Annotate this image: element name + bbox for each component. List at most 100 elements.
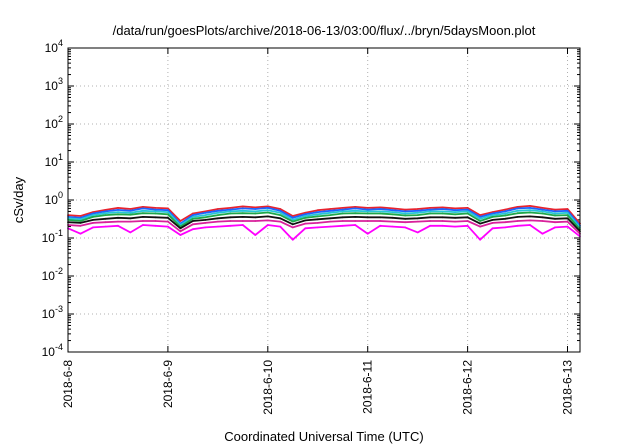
data-point <box>416 209 419 212</box>
data-point <box>142 212 144 215</box>
y-tick-label: 102 <box>45 114 63 131</box>
data-point <box>304 215 307 217</box>
data-point <box>516 207 519 210</box>
data-point <box>554 221 556 224</box>
data-point <box>516 224 519 227</box>
data-point <box>404 214 407 217</box>
data-point <box>454 225 456 228</box>
data-point <box>204 226 207 229</box>
plot-frame <box>67 47 581 353</box>
data-point <box>366 220 369 222</box>
data-point <box>179 227 182 230</box>
data-point <box>404 226 407 229</box>
data-point <box>217 220 219 223</box>
data-point <box>304 227 307 230</box>
data-point <box>529 205 531 207</box>
data-point <box>441 210 444 213</box>
y-tick-label: 10-2 <box>42 266 63 283</box>
data-point <box>429 212 431 215</box>
data-point <box>554 214 556 217</box>
data-point <box>379 220 382 222</box>
data-point <box>92 219 94 221</box>
data-point <box>92 226 94 229</box>
data-point <box>429 207 431 209</box>
data-point <box>192 214 194 217</box>
data-point <box>429 210 431 213</box>
data-point <box>316 209 319 212</box>
data-point <box>204 216 207 219</box>
y-tick-label: 101 <box>45 152 63 169</box>
y-tick-labels: 10-4 10-3 10-2 10-1 100 101 102 103 104 <box>42 38 63 359</box>
chart-title: /data/run/goesPlots/archive/2018-06-13/0… <box>113 23 536 38</box>
data-point <box>204 211 207 214</box>
data-point <box>416 220 419 223</box>
data-point <box>192 216 194 218</box>
data-point <box>454 220 456 223</box>
data-point <box>491 212 494 215</box>
data-point <box>217 208 219 210</box>
data-point <box>279 217 282 220</box>
data-point <box>129 220 132 223</box>
data-point <box>379 206 382 209</box>
data-point <box>79 220 82 222</box>
data-point <box>379 216 382 219</box>
data-point <box>354 206 357 208</box>
data-point <box>366 216 369 219</box>
data-point <box>529 215 531 218</box>
data-point <box>279 220 282 223</box>
data-point <box>229 210 232 213</box>
data-point <box>329 209 332 212</box>
data-point <box>354 216 357 218</box>
data-point <box>279 214 282 217</box>
data-point <box>154 207 157 209</box>
data-point <box>566 225 569 228</box>
y-tick-label: 10-1 <box>42 228 63 245</box>
data-point <box>566 217 569 220</box>
data-point <box>341 210 344 213</box>
data-point <box>117 224 119 227</box>
data-point <box>504 221 506 224</box>
data-point <box>429 224 431 227</box>
data-point <box>217 225 219 228</box>
series-layer <box>67 205 581 241</box>
data-point <box>466 210 469 213</box>
data-point <box>179 234 182 236</box>
data-point <box>229 216 232 219</box>
data-point <box>129 209 132 212</box>
x-tick-label: 2018-6-9 <box>161 360 175 408</box>
data-point <box>104 209 107 211</box>
y-tick-label: 100 <box>45 190 63 207</box>
data-point <box>491 214 494 217</box>
data-point <box>129 211 132 214</box>
data-point <box>366 232 369 235</box>
data-point <box>254 216 257 219</box>
grid-lines <box>67 47 580 353</box>
y-tick-label: 10-3 <box>42 304 63 321</box>
data-point <box>229 212 232 215</box>
data-point <box>379 210 382 213</box>
data-point <box>504 212 506 215</box>
data-point <box>316 222 319 224</box>
data-point <box>192 220 194 222</box>
data-point <box>79 224 82 227</box>
data-point <box>454 207 456 210</box>
data-point <box>529 224 531 226</box>
data-point <box>254 212 257 215</box>
data-point <box>454 213 456 216</box>
data-point <box>192 212 194 215</box>
data-point <box>516 212 519 215</box>
series-line-2 <box>67 207 581 227</box>
data-point <box>391 220 394 223</box>
data-point <box>379 224 382 227</box>
data-point <box>416 208 419 210</box>
data-point <box>266 219 269 222</box>
y-tick-label: 10-4 <box>42 342 63 359</box>
data-point <box>329 225 332 228</box>
data-point <box>429 208 431 211</box>
data-point <box>354 220 357 222</box>
data-point <box>117 211 119 214</box>
data-point <box>266 209 269 212</box>
data-point <box>429 216 431 219</box>
data-point <box>566 214 569 217</box>
